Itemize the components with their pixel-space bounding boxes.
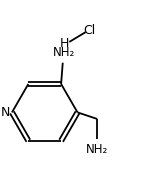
Text: H: H [60, 37, 69, 50]
Text: NH₂: NH₂ [86, 143, 108, 156]
Text: NH₂: NH₂ [53, 46, 76, 59]
Text: N: N [1, 106, 10, 119]
Text: Cl: Cl [83, 24, 95, 37]
